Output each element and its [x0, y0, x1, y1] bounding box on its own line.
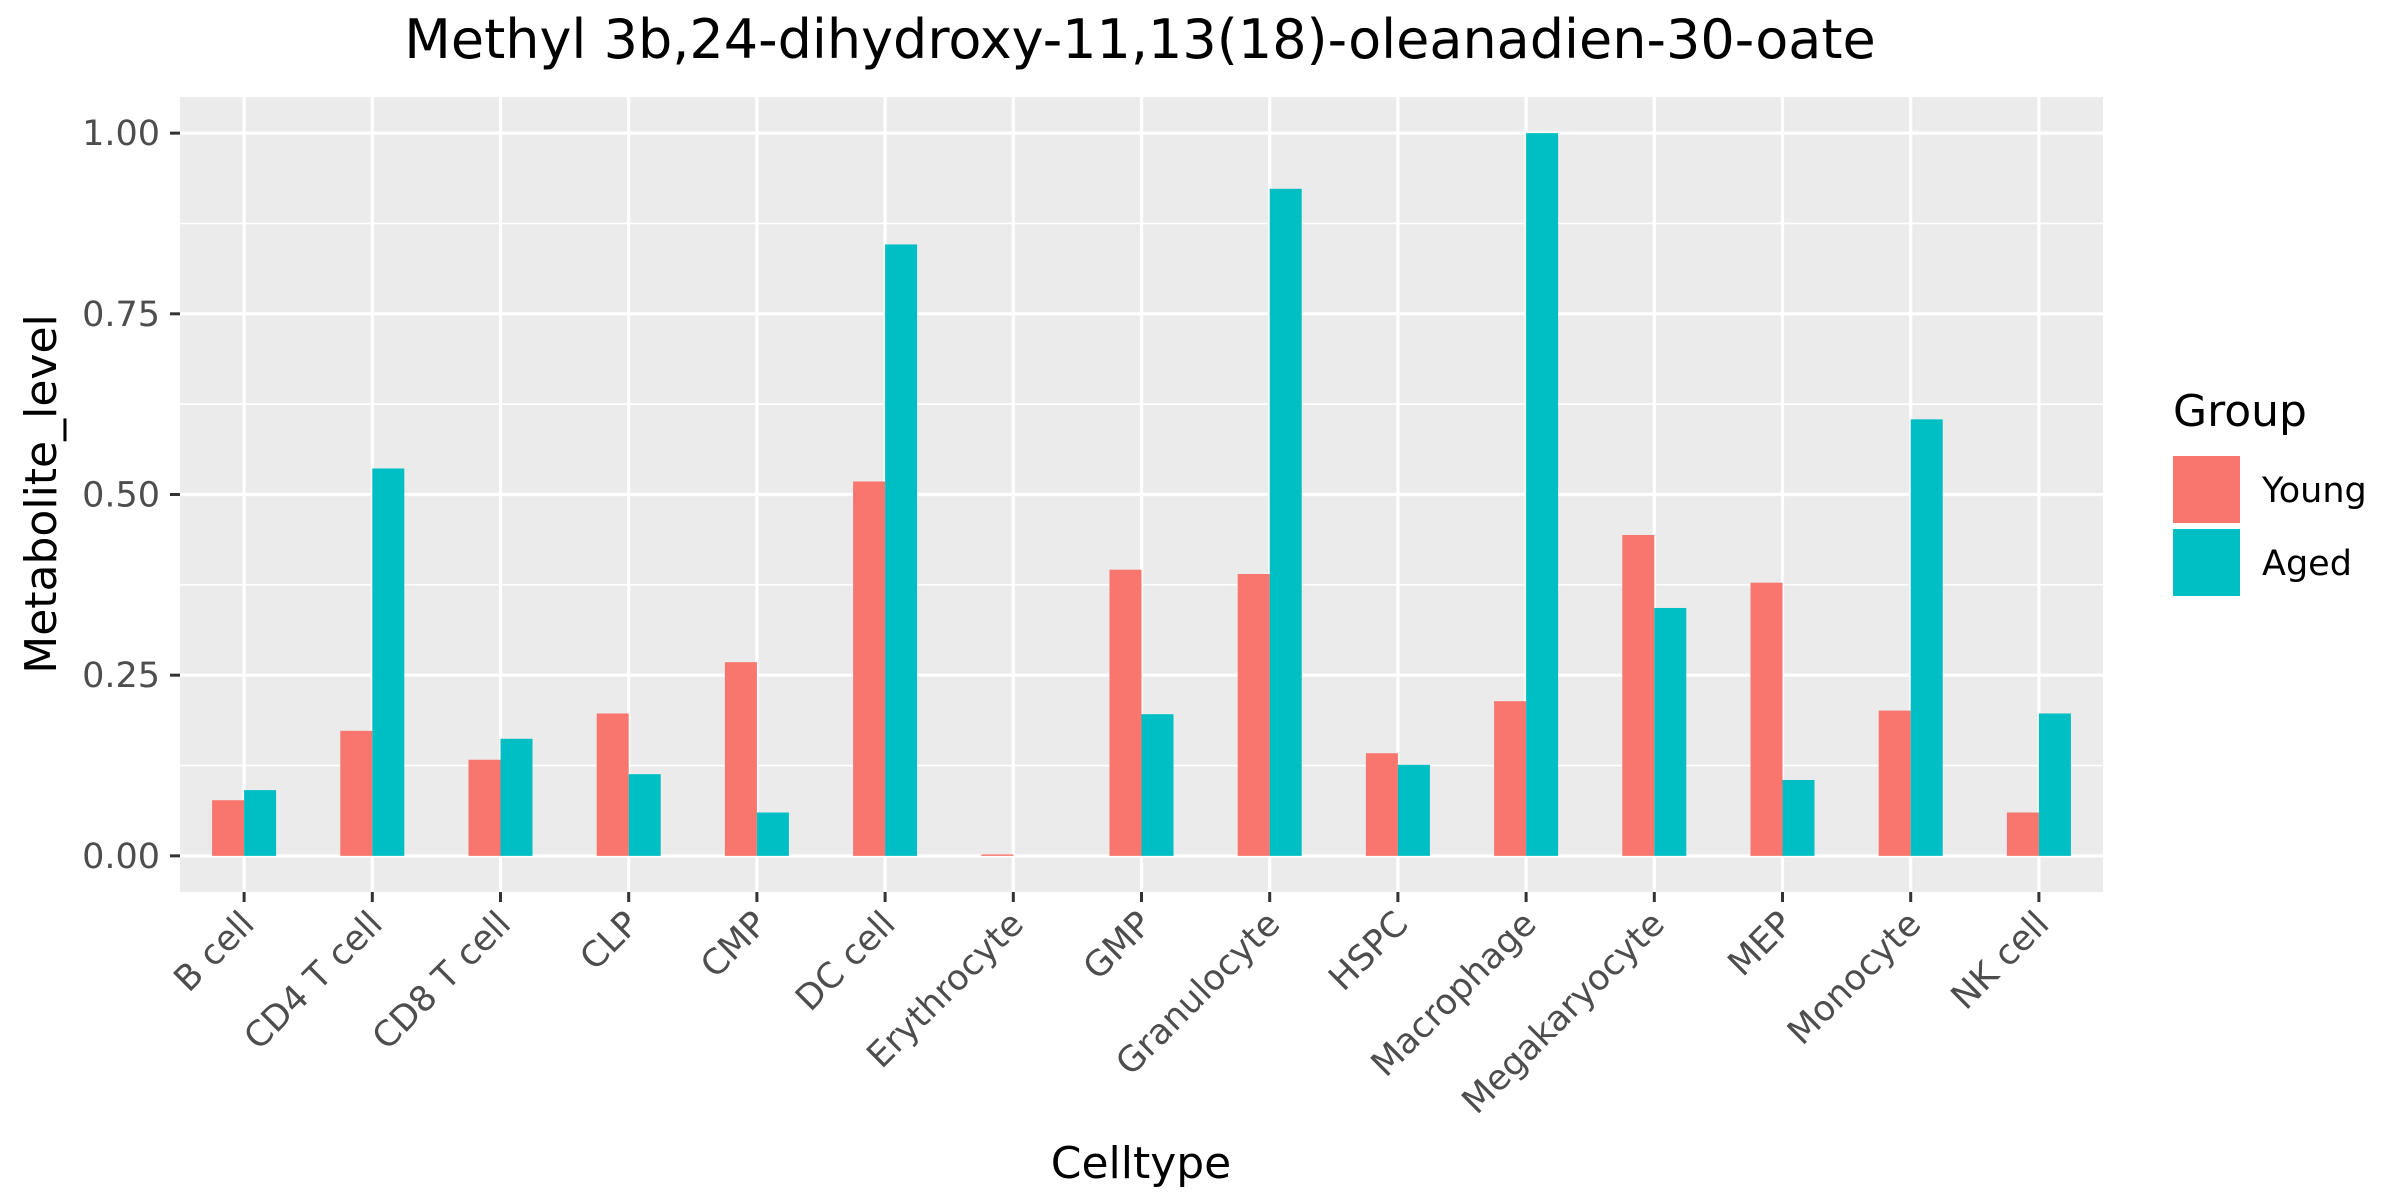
legend-label-aged: Aged — [2262, 544, 2352, 584]
bar-aged-11 — [1654, 607, 1687, 856]
legend-label-young: Young — [2261, 471, 2367, 511]
y-axis: 0.00 0.25 0.50 0.75 1.00 — [82, 114, 180, 877]
bar-young-12 — [1750, 582, 1783, 856]
y-tick-label: 1.00 — [82, 114, 160, 154]
y-tick-label: 0.25 — [82, 656, 160, 696]
bar-young-9 — [1365, 753, 1398, 856]
bar-young-6 — [981, 854, 1014, 856]
bar-aged-2 — [500, 738, 533, 856]
bar-young-5 — [853, 481, 886, 856]
legend-title: Group — [2173, 386, 2307, 437]
bar-aged-12 — [1782, 779, 1815, 856]
bar-aged-1 — [372, 468, 405, 856]
bar-aged-0 — [244, 790, 277, 856]
bar-young-7 — [1109, 569, 1142, 856]
x-axis-title: Celltype — [1051, 1138, 1232, 1189]
chart-title: Methyl 3b,24-dihydroxy-11,13(18)-oleanad… — [404, 8, 1875, 71]
bar-young-1 — [340, 730, 373, 856]
bar-aged-4 — [756, 812, 789, 856]
bar-aged-9 — [1397, 764, 1430, 856]
bar-aged-3 — [628, 774, 661, 856]
bars — [212, 133, 2071, 856]
bar-young-8 — [1237, 574, 1270, 856]
legend-key-young — [2173, 456, 2240, 523]
y-axis-title: Metabolite_level — [16, 314, 67, 674]
y-tick-label: 0.75 — [82, 295, 160, 335]
bar-young-2 — [468, 759, 501, 856]
bar-young-3 — [596, 713, 629, 856]
legend-key-aged — [2173, 529, 2240, 596]
bar-aged-7 — [1141, 714, 1174, 856]
bar-young-13 — [1878, 710, 1911, 856]
bar-young-4 — [724, 662, 757, 856]
legend: Group Young Aged — [2173, 386, 2367, 596]
bar-aged-10 — [1526, 133, 1559, 856]
bar-young-10 — [1494, 701, 1527, 856]
bar-aged-14 — [2038, 713, 2071, 856]
y-tick-label: 0.00 — [82, 837, 160, 877]
y-tick-label: 0.50 — [82, 476, 160, 516]
bar-young-0 — [212, 800, 245, 856]
bar-aged-13 — [1910, 419, 1943, 856]
bar-young-11 — [1622, 534, 1655, 856]
bar-young-14 — [2006, 812, 2039, 856]
bar-aged-8 — [1269, 188, 1302, 856]
bar-aged-5 — [885, 244, 918, 856]
